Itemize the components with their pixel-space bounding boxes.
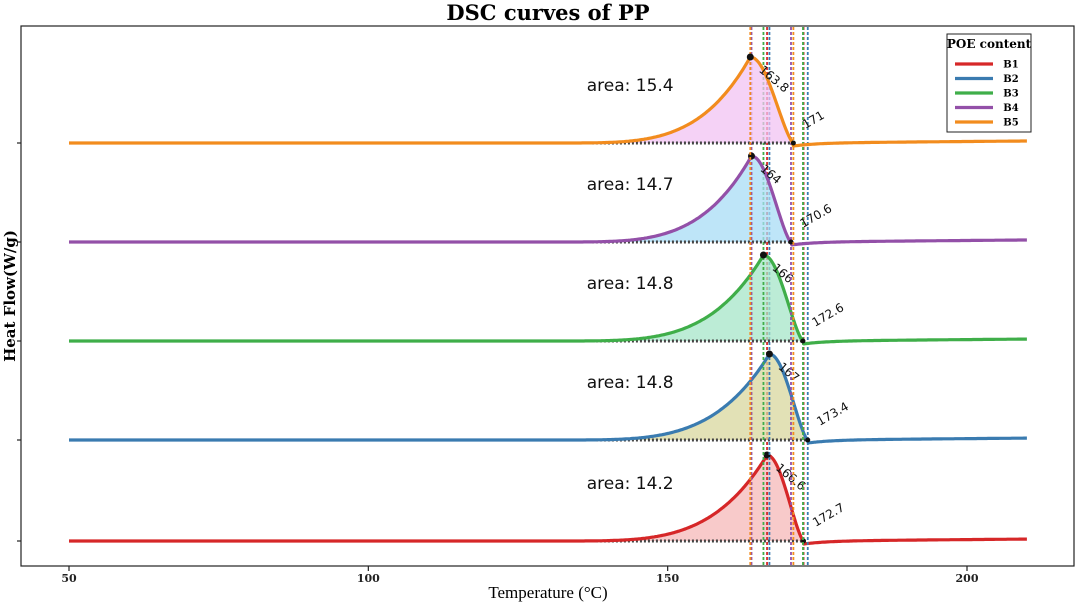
peak-point-B3 [759, 251, 767, 259]
legend-label-B1: B1 [1003, 60, 1018, 71]
chart-title: DSC curves of PP [446, 0, 649, 25]
area-fill-B3 [547, 255, 803, 341]
area-fill-B1 [547, 455, 804, 541]
series-line-B1 [68, 453, 1028, 546]
area-fill-B2 [547, 354, 808, 440]
peak-point-B2 [765, 350, 773, 358]
x-tick-label: 100 [357, 572, 380, 585]
x-axis-label: Temperature (°C) [488, 583, 607, 602]
area-fill-B5 [547, 57, 794, 146]
end-point-B2 [805, 437, 811, 443]
plot-frame [20, 25, 1075, 567]
end-point-B4 [788, 239, 794, 245]
legend: POE content B1 B2 B3 B4 B5 [946, 33, 1032, 133]
legend-box [946, 33, 1032, 133]
y-axis-label: Heat Flow(W/g) [1, 230, 19, 362]
legend-label-B4: B4 [1003, 103, 1018, 114]
end-label-B5: 171 [800, 108, 827, 132]
area-label-B1: area: 14.2 [587, 474, 674, 494]
x-tick-label: 150 [656, 572, 679, 585]
series-line-B5 [68, 55, 1028, 148]
peak-point-B5 [746, 53, 754, 61]
end-label-B4: 170.6 [797, 201, 834, 230]
legend-label-B2: B2 [1003, 74, 1018, 85]
legend-title: POE content [947, 37, 1032, 51]
area-label-B5: area: 15.4 [587, 76, 674, 96]
area-label-B3: area: 14.8 [587, 274, 674, 294]
end-label-B3: 172.6 [809, 300, 846, 329]
series-line-B4 [68, 154, 1028, 247]
x-tick-label: 50 [61, 572, 77, 585]
peak-point-B4 [747, 152, 755, 160]
legend-label-B5: B5 [1003, 118, 1018, 129]
end-label-B1: 172.7 [810, 500, 847, 529]
end-point-B3 [800, 338, 806, 344]
area-fill-B4 [547, 156, 791, 242]
end-point-B5 [790, 140, 796, 146]
x-tick-label: 200 [956, 572, 979, 585]
y-axis [17, 142, 21, 542]
series-line-B3 [68, 253, 1028, 346]
area-label-B2: area: 14.8 [587, 373, 674, 393]
series-line-B2 [68, 352, 1028, 445]
legend-label-B3: B3 [1003, 89, 1018, 100]
end-label-B2: 173.4 [814, 399, 851, 428]
area-label-B4: area: 14.7 [587, 175, 674, 195]
x-axis: 50 100 150 200 [61, 566, 979, 585]
